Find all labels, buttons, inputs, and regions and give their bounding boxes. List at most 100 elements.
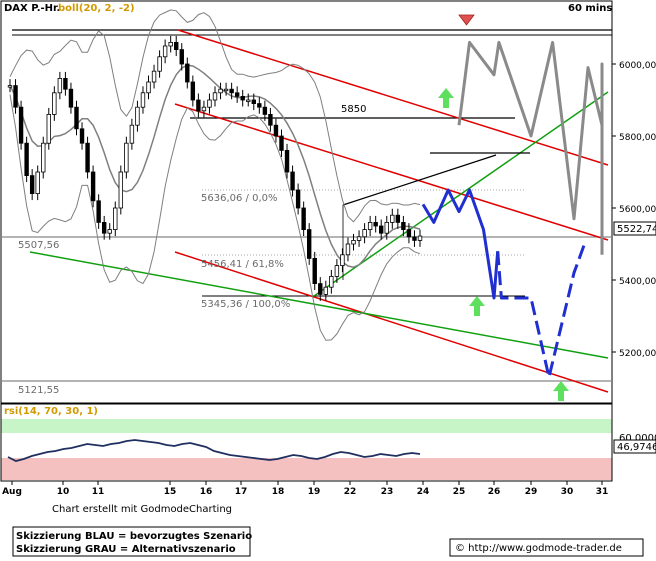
candle-body bbox=[74, 106, 79, 130]
candle-body bbox=[384, 221, 389, 234]
candle-body bbox=[212, 92, 218, 101]
red-down-arrow bbox=[458, 14, 475, 26]
candle-body bbox=[63, 78, 68, 90]
candle-body bbox=[240, 96, 245, 101]
candle-body bbox=[345, 243, 351, 256]
gray-scenario-line bbox=[457, 40, 604, 255]
rsi-label: rsi(14, 70, 30, 1) bbox=[4, 406, 98, 417]
green-up-arrow bbox=[553, 381, 569, 401]
candle-body bbox=[24, 142, 29, 176]
x-tick-label: 30 bbox=[561, 487, 574, 497]
blue-scenario-solid bbox=[421, 188, 500, 300]
candle-body bbox=[251, 99, 256, 104]
symbol-label: DAX P.-Hr. bbox=[4, 3, 60, 14]
fib-618-label: 5456,41 / 61,8% bbox=[201, 259, 284, 270]
candle-body bbox=[373, 221, 378, 227]
candle-body bbox=[395, 214, 401, 223]
candle-body bbox=[401, 221, 406, 230]
rsi-upper-zone bbox=[1, 419, 612, 433]
candle-body bbox=[179, 49, 184, 65]
red-trendline-lower bbox=[174, 251, 609, 393]
candle-body bbox=[334, 265, 340, 277]
candle-body bbox=[90, 171, 96, 202]
x-tick-label: 23 bbox=[381, 487, 394, 497]
fib-0-label: 5636,06 / 0,0% bbox=[201, 193, 277, 204]
main-chart-frame bbox=[0, 0, 613, 404]
candle-body bbox=[279, 135, 284, 151]
candle-body bbox=[412, 236, 417, 241]
candle-body bbox=[262, 106, 268, 115]
candle-body bbox=[151, 70, 157, 83]
candle-body bbox=[46, 114, 51, 144]
candle-body bbox=[52, 92, 57, 115]
legend-gray-text: Skizzierung GRAU = Alternativszenario bbox=[16, 544, 236, 555]
x-tick-label: 24 bbox=[417, 487, 430, 497]
green-up-arrow bbox=[438, 88, 454, 108]
candle-body bbox=[201, 106, 207, 112]
candle-body bbox=[68, 88, 74, 108]
current-price-label: 5522,74 bbox=[617, 224, 656, 235]
candle-body bbox=[312, 257, 317, 284]
x-tick-label: 18 bbox=[272, 487, 285, 497]
green-up-arrow bbox=[469, 296, 485, 316]
candle-body bbox=[57, 78, 63, 94]
candle-body bbox=[168, 42, 173, 47]
candle-body bbox=[406, 229, 412, 238]
candle-body bbox=[301, 207, 306, 231]
candle-body bbox=[257, 103, 262, 108]
candle-body bbox=[18, 106, 24, 144]
candle-body bbox=[7, 85, 13, 88]
fib-100-label: 5345,36 / 100,0% bbox=[201, 299, 290, 310]
x-tick-label: 26 bbox=[488, 487, 501, 497]
candle-body bbox=[41, 142, 46, 173]
candle-body bbox=[107, 229, 112, 234]
current-price-box bbox=[613, 221, 656, 236]
candle-body bbox=[367, 221, 373, 230]
rsi-line bbox=[7, 439, 421, 462]
candle-body bbox=[356, 236, 362, 241]
blue-scenario-dashed bbox=[496, 243, 586, 379]
candle-body bbox=[196, 99, 201, 112]
candle-body bbox=[113, 207, 118, 231]
candle-body bbox=[190, 81, 196, 101]
bollinger-lower-band bbox=[9, 94, 421, 341]
y-tick-label: 5200,00 bbox=[619, 349, 656, 359]
level-5121-label: 5121,55 bbox=[18, 385, 59, 396]
candle-body bbox=[13, 85, 18, 108]
candle-body bbox=[124, 142, 129, 173]
copyright-text[interactable]: © http://www.godmode-trader.de bbox=[455, 543, 622, 554]
candle-body bbox=[329, 275, 334, 288]
x-tick-label: 10 bbox=[57, 487, 70, 497]
candle-body bbox=[284, 149, 290, 173]
candle-body bbox=[246, 99, 251, 102]
candle-body bbox=[379, 225, 384, 234]
x-tick-label: 11 bbox=[92, 487, 105, 497]
rsi-value-box bbox=[613, 439, 656, 454]
bollinger-upper-band bbox=[9, 9, 421, 223]
y-tick-label: 5800,00 bbox=[619, 133, 656, 143]
legend-box bbox=[12, 526, 251, 557]
candle-body bbox=[234, 92, 240, 97]
x-tick-label: Aug bbox=[2, 487, 22, 497]
candle-body bbox=[390, 214, 395, 223]
level-5507-label: 5507,56 bbox=[18, 240, 59, 251]
candle-body bbox=[79, 128, 85, 144]
red-trendline-middle bbox=[174, 103, 609, 241]
candle-body bbox=[185, 63, 190, 83]
candle-body bbox=[323, 286, 329, 295]
candle-body bbox=[101, 221, 107, 234]
level-5850-label: 5850 bbox=[341, 104, 366, 115]
rsi-level-label: 60,0000 bbox=[619, 433, 656, 444]
x-tick-label: 25 bbox=[453, 487, 466, 497]
candle-body bbox=[362, 229, 367, 238]
candle-body bbox=[29, 175, 35, 195]
candle-body bbox=[207, 99, 212, 108]
candle-body bbox=[35, 171, 40, 195]
candle-body bbox=[129, 124, 135, 144]
y-tick-label: 5600,00 bbox=[619, 205, 656, 215]
legend-blue-text: Skizzierung BLAU = bevorzugtes Szenario bbox=[16, 531, 252, 542]
candle-body bbox=[340, 254, 345, 267]
y-tick-label: 6000,00 bbox=[619, 61, 656, 71]
candle-body bbox=[140, 92, 146, 108]
rsi-value-label: 46,9746 bbox=[617, 442, 656, 453]
